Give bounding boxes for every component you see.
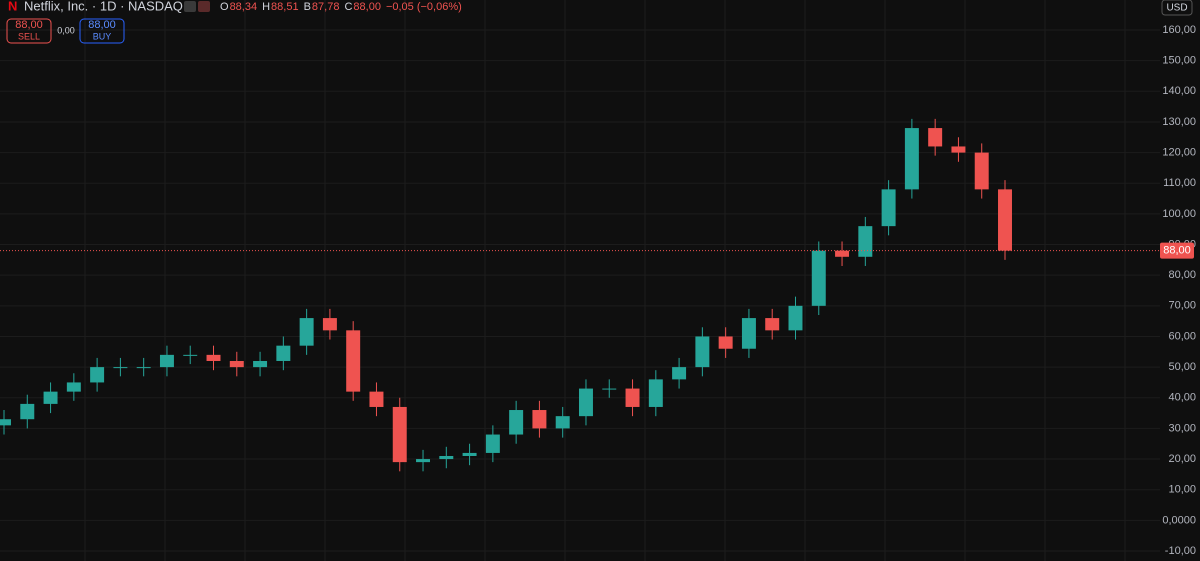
y-tick-label: -10,00 [1165, 545, 1196, 557]
spread: 0,00 [57, 25, 75, 35]
y-tick-label: 80,00 [1168, 269, 1196, 281]
candle-body [485, 434, 500, 453]
candle-body [788, 305, 803, 331]
y-tick-label: 160,00 [1162, 24, 1196, 36]
candle-body [416, 459, 431, 463]
candle-body [253, 360, 268, 368]
candle-body [229, 360, 244, 368]
y-tick-label: 10,00 [1168, 484, 1196, 496]
candles [0, 118, 1160, 472]
candle-body [835, 250, 850, 257]
candle-body [672, 367, 687, 380]
y-tick-label: 70,00 [1168, 300, 1196, 312]
y-tick-label: 130,00 [1162, 116, 1196, 128]
candle-body [695, 336, 710, 368]
buy-button[interactable] [79, 18, 125, 44]
legend-change: −0,05 (−0,06%) [386, 1, 462, 13]
candle-body [741, 318, 756, 349]
candle-body [392, 406, 407, 463]
candle-body [881, 189, 896, 227]
candle-body [66, 382, 81, 392]
candle-body [532, 410, 547, 429]
legend-l-label: B [304, 1, 311, 13]
buy-label: BUY [93, 31, 112, 41]
candle-body [113, 367, 128, 369]
ohlc-legend: O 88,34 H 88,51 B 87,78 C 88,00 −0,05 (−0,06%) [220, 1, 462, 13]
candle-body [0, 419, 11, 426]
candle-body [811, 250, 826, 306]
legend-c: 88,00 [353, 1, 381, 13]
candle-body [439, 455, 454, 460]
candle-body [462, 452, 477, 456]
y-tick-label: 110,00 [1163, 177, 1196, 189]
candle-body [578, 388, 593, 417]
candle-body [159, 354, 174, 368]
y-axis: 160,00 150,00 140,00 130,00 120,00 110,00 100,… [1160, 24, 1196, 557]
y-tick-label: 0,0000 [1162, 514, 1196, 526]
y-tick-label: 60,00 [1168, 330, 1196, 342]
candle-body [718, 336, 733, 349]
last-price-label: 88,00 [1163, 245, 1191, 257]
legend-l: 87,78 [312, 1, 340, 13]
currency: USD [1166, 3, 1187, 14]
candle-body [765, 318, 780, 331]
candle-body [369, 391, 384, 407]
sell-button[interactable] [6, 18, 52, 44]
sell-price: 88,00 [15, 19, 43, 31]
candle-body [276, 345, 291, 361]
toggle-button[interactable] [198, 1, 210, 12]
candle-body [43, 391, 58, 404]
candle-body [322, 318, 337, 331]
y-tick-label: 120,00 [1162, 146, 1196, 158]
candle-body [136, 367, 151, 369]
last-price-tag [1160, 242, 1194, 259]
currency-button[interactable] [1161, 0, 1193, 16]
logo: N [8, 0, 17, 13]
candle-body [183, 354, 198, 356]
candle-body [974, 152, 989, 190]
toggle-button[interactable] [184, 1, 196, 12]
candle-body [346, 330, 361, 392]
y-tick-label: 40,00 [1168, 392, 1196, 404]
legend-h: 88,51 [271, 1, 299, 13]
chart-title: Netflix, Inc. · 1D · NASDAQ [24, 0, 183, 13]
candle-body [509, 410, 524, 435]
legend-o-label: O [220, 1, 229, 13]
y-tick-label: 20,00 [1168, 453, 1196, 465]
y-tick-label: 100,00 [1162, 208, 1196, 220]
y-tick-label: 30,00 [1168, 422, 1196, 434]
legend-c-label: C [344, 1, 352, 13]
candle-body [858, 226, 873, 257]
candle-body [555, 416, 570, 429]
candle-body [951, 146, 966, 153]
legend-o: 88,34 [230, 1, 258, 13]
candle-body [928, 128, 943, 147]
candle-body [625, 388, 640, 407]
legend-h-label: H [262, 1, 270, 13]
candle-body [206, 354, 221, 361]
buy-price: 88,00 [88, 19, 116, 31]
y-tick-label: 50,00 [1168, 361, 1196, 373]
candle-body [602, 388, 617, 390]
candle-body [90, 367, 105, 383]
y-tick-label: 150,00 [1162, 55, 1196, 67]
candle-body [20, 403, 35, 420]
y-tick-label: 140,00 [1162, 85, 1196, 97]
candle-body [904, 128, 919, 190]
candle-body [998, 189, 1012, 251]
grid [0, 0, 1160, 561]
candle-body [299, 318, 314, 346]
candle-body [648, 379, 663, 407]
sell-label: SELL [18, 31, 40, 41]
